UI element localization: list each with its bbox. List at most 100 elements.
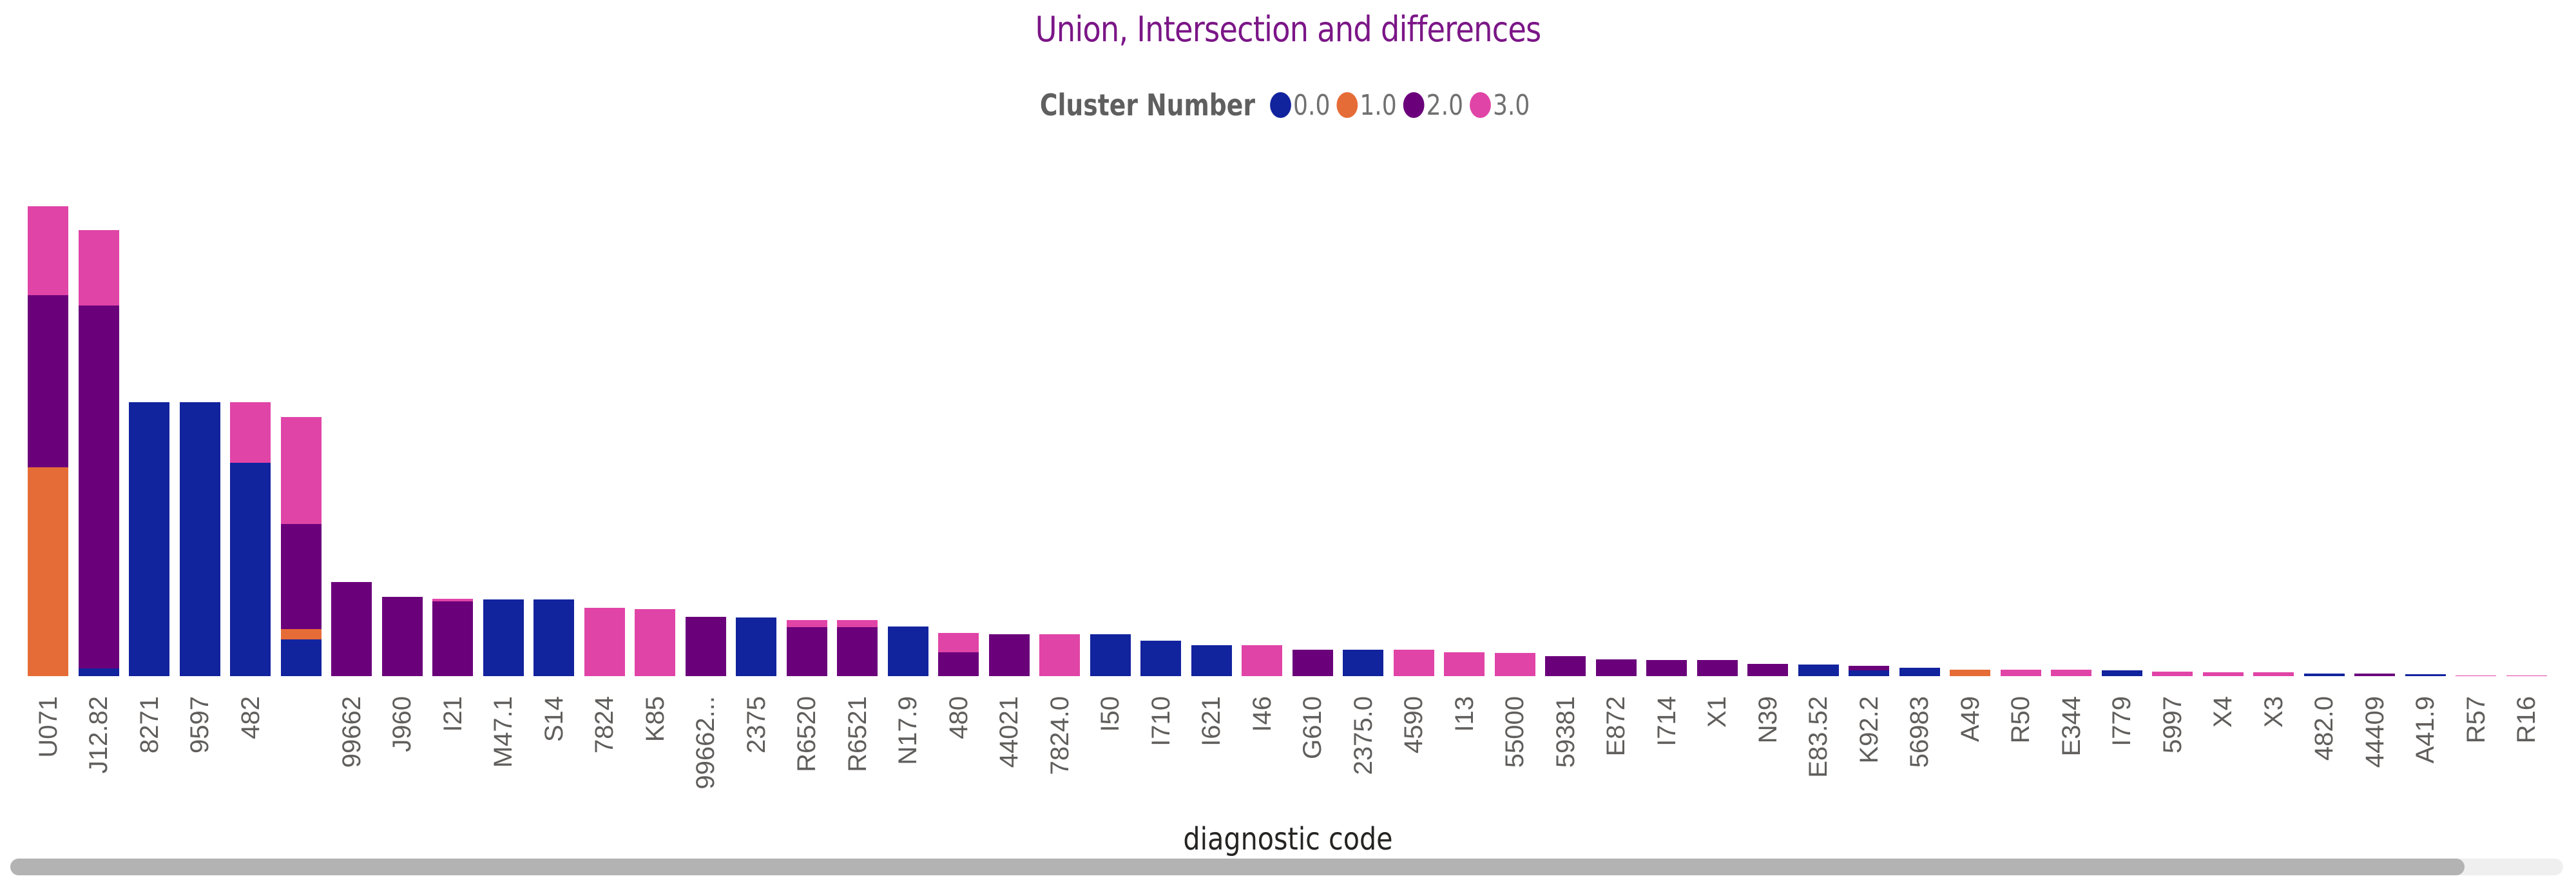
bar-segment-cluster-2.0[interactable] — [1747, 664, 1788, 676]
bar-segment-cluster-3.0[interactable] — [786, 620, 827, 627]
bar-segment-cluster-3.0[interactable] — [230, 402, 271, 463]
bar-segment-cluster-0.0[interactable] — [533, 599, 574, 676]
bar[interactable] — [483, 599, 524, 676]
bar-segment-cluster-0.0[interactable] — [280, 639, 322, 676]
bar[interactable] — [2405, 674, 2446, 676]
bar[interactable] — [2456, 675, 2496, 676]
bar[interactable] — [179, 402, 220, 676]
bar[interactable] — [1849, 666, 1889, 676]
bar-segment-cluster-2.0[interactable] — [786, 627, 827, 676]
legend-item-1[interactable]: 1.0 — [1336, 89, 1397, 122]
bar[interactable] — [78, 230, 119, 676]
bar-segment-cluster-2.0[interactable] — [1292, 650, 1333, 676]
bar[interactable] — [2051, 670, 2091, 676]
bar[interactable] — [1039, 634, 1080, 676]
bar[interactable] — [1242, 645, 1282, 676]
bar[interactable] — [2506, 675, 2547, 676]
bar-segment-cluster-0.0[interactable] — [2101, 670, 2142, 676]
bar-segment-cluster-2.0[interactable] — [78, 306, 119, 668]
bar-segment-cluster-0.0[interactable] — [1140, 641, 1181, 676]
bar-segment-cluster-2.0[interactable] — [381, 597, 423, 676]
bar-segment-cluster-3.0[interactable] — [280, 417, 322, 524]
bar-segment-cluster-3.0[interactable] — [2152, 672, 2193, 676]
bar[interactable] — [533, 599, 574, 676]
bar[interactable] — [887, 627, 928, 676]
legend-item-3[interactable]: 3.0 — [1469, 89, 1530, 122]
bar[interactable] — [2354, 674, 2395, 676]
bar-segment-cluster-1.0[interactable] — [1950, 670, 1990, 676]
bar-segment-cluster-0.0[interactable] — [1899, 668, 1940, 676]
bar[interactable] — [1646, 660, 1687, 676]
bar[interactable] — [1595, 659, 1637, 676]
bar-segment-cluster-2.0[interactable] — [331, 582, 372, 676]
legend-item-2[interactable]: 2.0 — [1403, 89, 1463, 122]
bar[interactable] — [1444, 652, 1485, 676]
bar-segment-cluster-3.0[interactable] — [2051, 670, 2091, 676]
bar[interactable] — [129, 402, 169, 676]
bar-segment-cluster-2.0[interactable] — [1545, 656, 1586, 676]
bar-segment-cluster-1.0[interactable] — [280, 629, 322, 639]
bar-segment-cluster-2.0[interactable] — [1849, 666, 1889, 670]
bar[interactable] — [1697, 660, 1738, 676]
bar-segment-cluster-0.0[interactable] — [230, 463, 271, 676]
bar[interactable] — [2152, 672, 2193, 676]
bar-segment-cluster-3.0[interactable] — [2253, 672, 2294, 676]
bar[interactable] — [2000, 670, 2041, 676]
bar-segment-cluster-3.0[interactable] — [635, 609, 675, 676]
bar-segment-cluster-3.0[interactable] — [1039, 634, 1080, 676]
bar-segment-cluster-3.0[interactable] — [2000, 670, 2041, 676]
bar[interactable] — [230, 402, 271, 676]
bar-segment-cluster-3.0[interactable] — [2456, 675, 2496, 676]
bar-segment-cluster-0.0[interactable] — [1191, 645, 1232, 676]
bar-segment-cluster-2.0[interactable] — [1646, 660, 1687, 676]
bar[interactable] — [2253, 672, 2294, 676]
bar[interactable] — [1798, 665, 1839, 676]
bar-segment-cluster-1.0[interactable] — [28, 467, 68, 676]
bar[interactable] — [1090, 634, 1131, 676]
bar[interactable] — [2303, 674, 2345, 676]
bar[interactable] — [28, 206, 68, 676]
bar-segment-cluster-0.0[interactable] — [483, 599, 524, 676]
bar[interactable] — [685, 617, 726, 676]
bar-segment-cluster-3.0[interactable] — [28, 206, 68, 295]
bar[interactable] — [1545, 656, 1586, 676]
bar[interactable] — [938, 633, 979, 676]
bar[interactable] — [1140, 641, 1181, 676]
bar[interactable] — [1343, 650, 1383, 676]
bar[interactable] — [432, 599, 473, 676]
bar[interactable] — [1393, 650, 1434, 676]
bar[interactable] — [837, 620, 878, 676]
bar-segment-cluster-3.0[interactable] — [1393, 650, 1434, 676]
bar-segment-cluster-0.0[interactable] — [129, 402, 169, 676]
bar-segment-cluster-3.0[interactable] — [2506, 675, 2547, 676]
bar-segment-cluster-0.0[interactable] — [78, 668, 119, 676]
bar-segment-cluster-2.0[interactable] — [2354, 674, 2395, 676]
bar-segment-cluster-3.0[interactable] — [584, 608, 625, 676]
bar[interactable] — [1292, 650, 1333, 676]
bar-segment-cluster-3.0[interactable] — [432, 599, 473, 601]
bar-segment-cluster-0.0[interactable] — [1849, 670, 1889, 676]
bar-segment-cluster-0.0[interactable] — [887, 627, 928, 676]
bar-segment-cluster-3.0[interactable] — [938, 633, 979, 652]
bar-segment-cluster-3.0[interactable] — [1494, 653, 1535, 676]
bar-segment-cluster-2.0[interactable] — [432, 601, 473, 676]
bar-segment-cluster-3.0[interactable] — [837, 620, 878, 627]
bar[interactable] — [2202, 672, 2244, 676]
bar-segment-cluster-2.0[interactable] — [988, 634, 1030, 676]
bar[interactable] — [1494, 653, 1535, 676]
bar-segment-cluster-2.0[interactable] — [1697, 660, 1738, 676]
bar-segment-cluster-3.0[interactable] — [1242, 645, 1282, 676]
bar-segment-cluster-0.0[interactable] — [2303, 674, 2345, 676]
bar-segment-cluster-2.0[interactable] — [1595, 659, 1637, 676]
bar-segment-cluster-2.0[interactable] — [280, 524, 322, 629]
bar-segment-cluster-2.0[interactable] — [837, 627, 878, 676]
bar-segment-cluster-0.0[interactable] — [736, 617, 776, 676]
horizontal-scrollbar-thumb[interactable] — [10, 859, 2465, 875]
bar-segment-cluster-3.0[interactable] — [1444, 652, 1485, 676]
bar[interactable] — [280, 417, 322, 676]
bar[interactable] — [584, 608, 625, 676]
bar[interactable] — [1747, 664, 1788, 676]
bar[interactable] — [635, 609, 675, 676]
bar[interactable] — [331, 582, 372, 676]
bar-segment-cluster-3.0[interactable] — [78, 230, 119, 306]
